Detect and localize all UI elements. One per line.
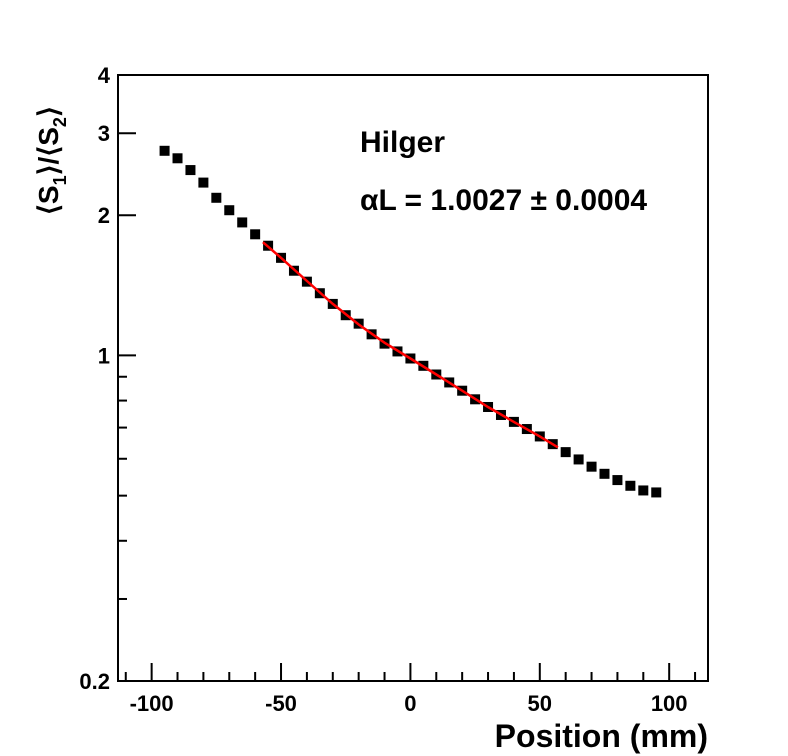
data-point [625, 480, 636, 491]
x-axis-title: Position (mm) [495, 718, 708, 754]
data-point [250, 229, 261, 240]
data-point [172, 153, 183, 164]
fit-line-group [262, 241, 559, 449]
annotation-name: Hilger [360, 126, 445, 159]
x-axis: -100 -50 0 50 100 [124, 663, 697, 716]
x-tick-label: 0 [404, 691, 416, 716]
y-tick-label: 3 [98, 121, 110, 146]
x-tick-label: 50 [528, 691, 552, 716]
data-point [586, 461, 597, 472]
y-axis-title: ⟨S1⟩/⟨S2⟩ [33, 106, 70, 215]
data-point [185, 165, 196, 176]
plot-frame [117, 74, 709, 682]
y-tick-label: 4 [98, 63, 111, 88]
y-tick-label: 1 [98, 343, 110, 368]
annotation-fit-result: αL = 1.0027 ± 0.0004 [360, 184, 647, 217]
data-point [211, 192, 222, 203]
y-tick-label: 2 [98, 203, 110, 228]
data-point [573, 454, 584, 465]
data-point [198, 177, 209, 188]
y-axis: 0.2 1 2 3 4 [79, 63, 136, 694]
data-point [612, 475, 623, 486]
y-tick-label: 0.2 [79, 669, 110, 694]
data-point [638, 485, 649, 496]
data-point [224, 205, 235, 216]
data-point [651, 487, 662, 498]
data-point [237, 217, 248, 228]
data-point [599, 468, 610, 479]
data-point [159, 145, 170, 156]
x-tick-label: -100 [130, 691, 174, 716]
x-tick-label: -50 [265, 691, 297, 716]
fit-line [262, 241, 559, 449]
data-point [560, 447, 571, 458]
x-tick-label: 100 [651, 691, 688, 716]
